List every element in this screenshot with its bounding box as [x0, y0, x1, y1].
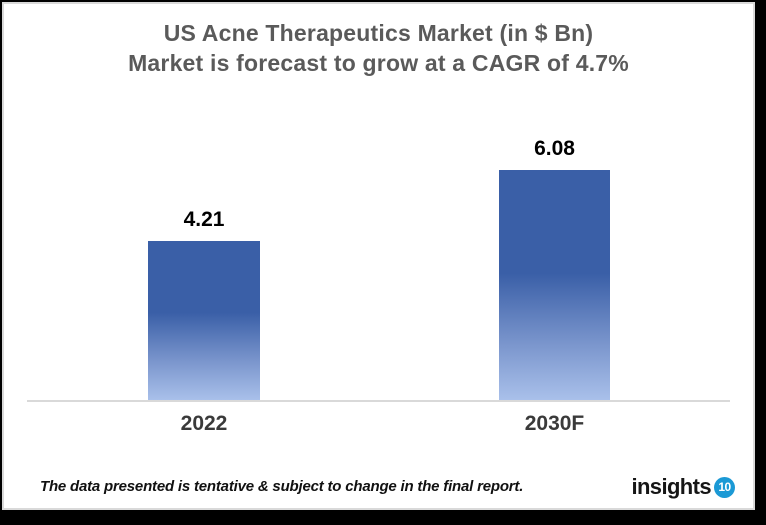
x-axis-line — [27, 400, 730, 402]
insights10-logo: insights 10 — [631, 474, 735, 500]
disclaimer-note: The data presented is tentative & subjec… — [40, 478, 524, 495]
chart-title-line2: Market is forecast to grow at a CAGR of … — [128, 50, 629, 76]
chart-card: US Acne Therapeutics Market (in $ Bn) Ma… — [2, 2, 755, 510]
bar-value-label-2022: 4.21 — [183, 208, 225, 231]
bar-value-label-2030f: 6.08 — [534, 137, 575, 160]
chart-title: US Acne Therapeutics Market (in $ Bn) Ma… — [4, 18, 753, 78]
logo-text: insights — [631, 474, 711, 499]
x-axis-label-2030f: 2030F — [524, 412, 585, 435]
bar-2030f — [499, 170, 610, 400]
logo-badge-10-icon: 10 — [714, 476, 735, 498]
chart-title-line1: US Acne Therapeutics Market (in $ Bn) — [163, 20, 594, 46]
bar-2022 — [148, 241, 260, 400]
x-axis-label-2022: 2022 — [180, 412, 228, 435]
